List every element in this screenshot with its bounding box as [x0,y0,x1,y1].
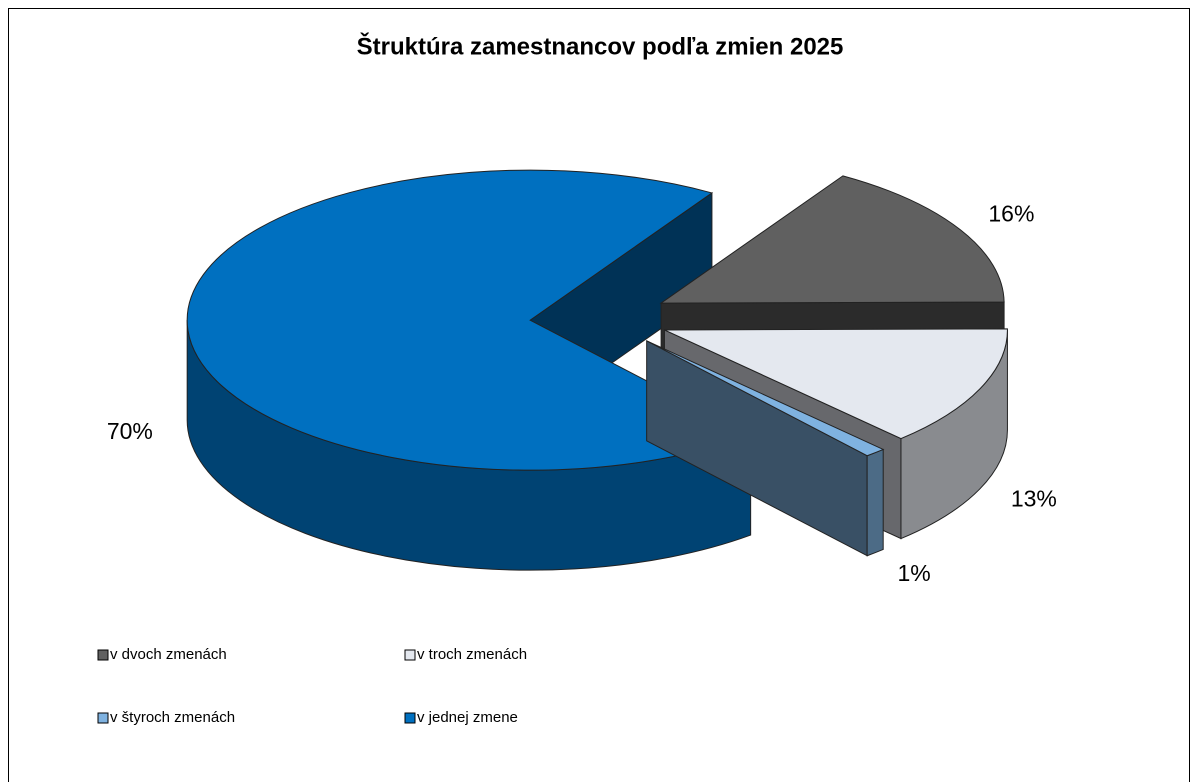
pie-slice [646,339,885,557]
pie-slice [186,169,752,571]
data-label: 70% [107,418,153,444]
chart-border [8,8,1190,782]
slice-top [659,175,1005,304]
legend-label: v štyroch zmenách [110,709,235,726]
legend-swatch [404,712,416,724]
legend-label: v troch zmenách [417,646,527,663]
slice-top [186,169,752,471]
chart-title: Štruktúra zamestnancov podľa zmien 2025 [357,32,844,60]
slice-top [646,340,885,457]
data-label: 1% [898,560,931,586]
legend-label: v jednej zmene [417,709,518,726]
legend-swatch [97,649,109,661]
slice-top [664,328,1008,440]
data-label: 13% [1011,485,1057,511]
legend-label: v dvoch zmenách [110,646,227,663]
data-label: 16% [988,200,1034,226]
legend-swatch [97,712,109,724]
legend-swatch [404,649,416,661]
slice-rim [866,448,884,557]
